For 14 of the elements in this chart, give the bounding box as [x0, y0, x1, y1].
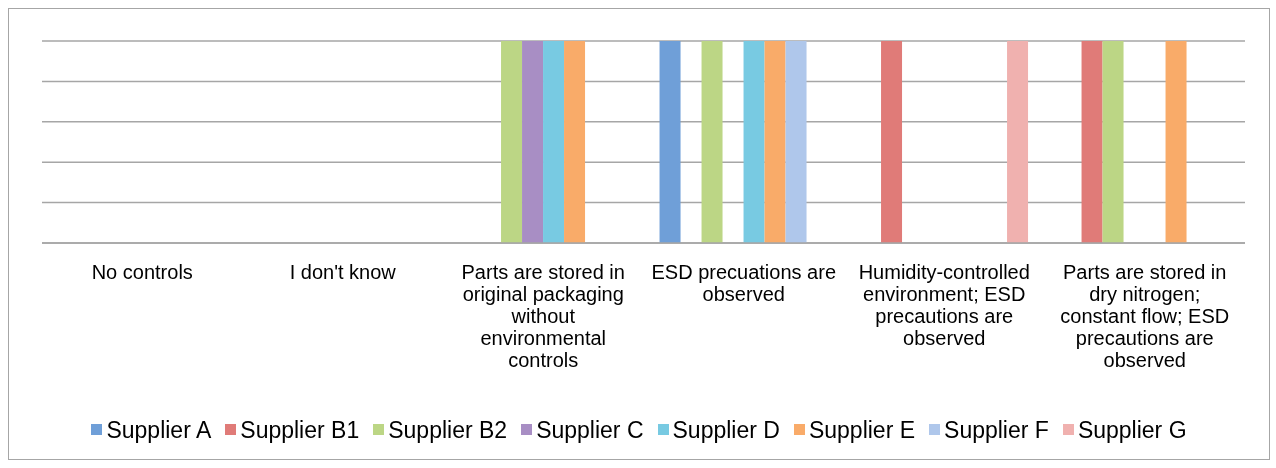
legend-label: Supplier D [672, 416, 780, 443]
legend-label: Supplier B1 [240, 416, 360, 443]
x-tick-label: ESD precuations are observed [651, 261, 837, 305]
legend-label: Supplier F [944, 416, 1049, 443]
x-tick-label: I don't know [289, 261, 397, 283]
legend-label: Supplier C [536, 416, 644, 443]
x-tick-label: No controls [91, 261, 193, 283]
x-tick-label: Parts are stored in original packaging without environmental controls [461, 261, 625, 371]
legend-label: Supplier A [106, 416, 212, 443]
legend-label: Supplier E [808, 416, 916, 443]
x-tick-label: Parts are stored in dry nitrogen; constant flow; ESD precautions are observed [1060, 261, 1230, 371]
x-tick-label: Humidity-controlled environment; ESD precautions are observed [858, 261, 1030, 349]
legend-label: Supplier B2 [388, 416, 508, 443]
legend-label: Supplier G [1077, 416, 1187, 443]
